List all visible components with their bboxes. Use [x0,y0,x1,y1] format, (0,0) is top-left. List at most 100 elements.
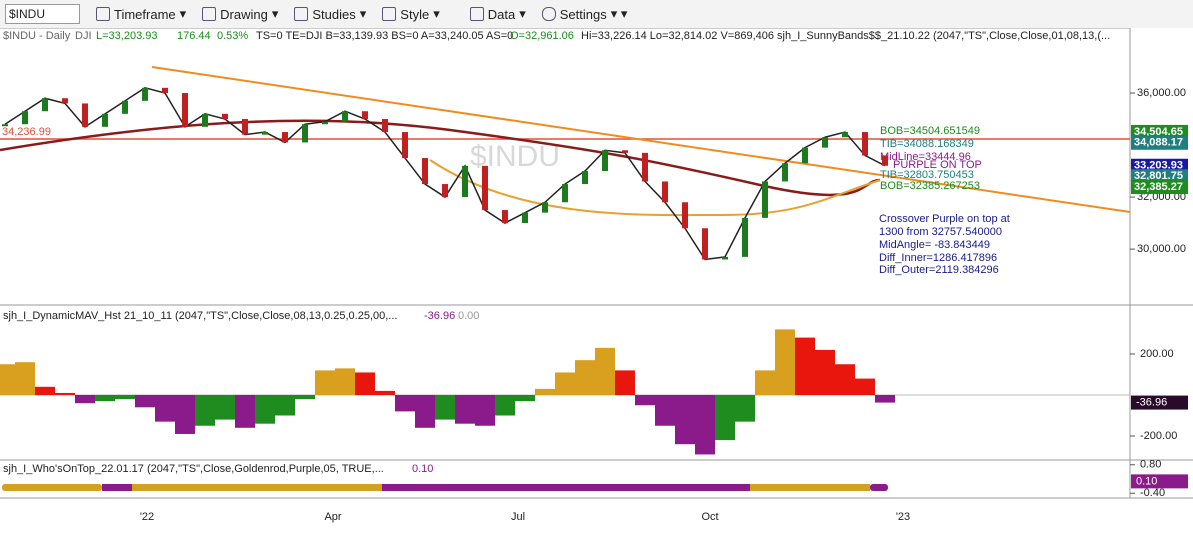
candle [322,121,328,125]
toolbar-button[interactable]: Drawing ▾ [202,6,278,22]
toolbar-button[interactable]: Data ▾ [469,6,526,22]
status-exchange: DJI [75,30,92,42]
candle [402,132,408,159]
candle [662,181,668,203]
histogram-bar [575,360,595,395]
histogram-bar [595,347,615,395]
histogram-bar [715,395,735,441]
histogram-bar [435,395,455,420]
candle [162,87,168,94]
candle [762,181,768,218]
status-open: O=32,961.06 [510,30,574,42]
value-badge-label: 0.10 [1136,475,1157,487]
note-line: Crossover Purple on top at [879,213,1010,225]
histogram-bar [635,395,655,406]
status-change: 176.44 [177,30,211,42]
histogram-bar [535,388,555,395]
histogram-bar [515,395,535,402]
price-badge-label: 32,385.27 [1134,181,1183,193]
band-note: BOB=34504.651549 [880,125,980,137]
histogram-bar [655,395,675,426]
note-line: Diff_Outer=2119.384296 [879,264,999,276]
candle [462,165,468,198]
candle [42,98,48,112]
pane-zero: 0.00 [458,310,479,322]
toolbar-button[interactable]: Style ▾ [382,6,440,22]
price-line [4,87,886,261]
histogram-bar [775,329,795,395]
candle [102,113,108,127]
histogram-bar [55,392,75,395]
candle [182,93,188,127]
crossover-note: Crossover Purple on top at 1300 from 327… [879,213,1010,276]
histogram-bar [455,395,475,424]
value-badge-label: -36.96 [1136,396,1167,408]
strip-segment [870,484,888,491]
candle [362,111,368,120]
button-label: Style [400,6,430,22]
x-tick-label: Apr [324,511,341,523]
y-tick-label: -200.00 [1140,430,1177,442]
strip-segment [2,484,102,491]
pane-title: sjh_I_DynamicMAV_Hst 21_10_11 (2047,"TS"… [3,310,397,322]
histogram-bar [35,386,55,395]
candle [602,150,608,172]
button-label: Settings [559,6,607,22]
histogram-bar [75,395,95,404]
candle [882,155,888,166]
toolbar-button[interactable]: Settings ▾ ▾ [541,6,627,22]
histogram-bar [555,372,575,395]
histogram-bar [15,362,35,395]
price-badge-label: 32,801.75 [1134,170,1183,182]
candle [422,158,428,185]
price-axis-bg [1130,28,1193,498]
toolbar-button[interactable]: Timeframe ▾ [96,6,186,22]
strip-segment [382,484,632,491]
y-tick-label: 30,000.00 [1137,243,1186,255]
x-tick-label: '23 [896,511,910,523]
histogram-bar [275,395,295,416]
chart-area: $INDU $INDU - Daily DJI L=33,203.93 176.… [0,28,1193,523]
strip-segment [102,484,132,491]
candle [82,103,88,127]
price-badge [1131,180,1188,195]
trend-line [151,66,1131,213]
candle [282,132,288,143]
candle [502,210,508,224]
symbol-input[interactable]: $INDU [5,4,80,24]
histogram-bar [175,395,195,434]
toolbar-button[interactable]: Studies ▾ [294,6,366,22]
histogram-bar [375,390,395,395]
toolbar: $INDU Timeframe ▾ Drawing ▾ Studies ▾ St… [0,0,1193,29]
histogram-bar [315,370,335,395]
candle [442,184,448,198]
candle [702,228,708,260]
band-notes: BOB=34504.651549 TIB=34088.168349 MidLin… [880,125,982,192]
histogram-bar [195,395,215,426]
candle [802,147,808,164]
candle [62,98,68,104]
histogram-bar [0,364,15,395]
x-tick-label: '22 [140,511,154,523]
candle [122,100,128,114]
histogram-bar [95,395,115,402]
button-label: Studies [312,6,356,22]
strip-segment [632,484,750,491]
on-top-strip [2,484,888,491]
candle [22,111,28,125]
x-tick-label: Oct [701,511,718,523]
histogram-bar [795,337,815,395]
histogram-bar [135,395,155,408]
pane-last: 0.10 [412,463,433,475]
candle [842,132,848,138]
band-note: TIB=32803.750453 [880,169,974,181]
histogram-bar [415,395,435,428]
band-note: TIB=34088.168349 [880,138,974,150]
note-line: 1300 from 32757.540000 [879,226,1002,238]
histogram-bar [335,368,355,395]
price-badge [1131,135,1188,150]
band-note: BOB=32385.267253 [880,180,980,192]
button-label: Timeframe [114,6,176,22]
candle [222,113,228,120]
